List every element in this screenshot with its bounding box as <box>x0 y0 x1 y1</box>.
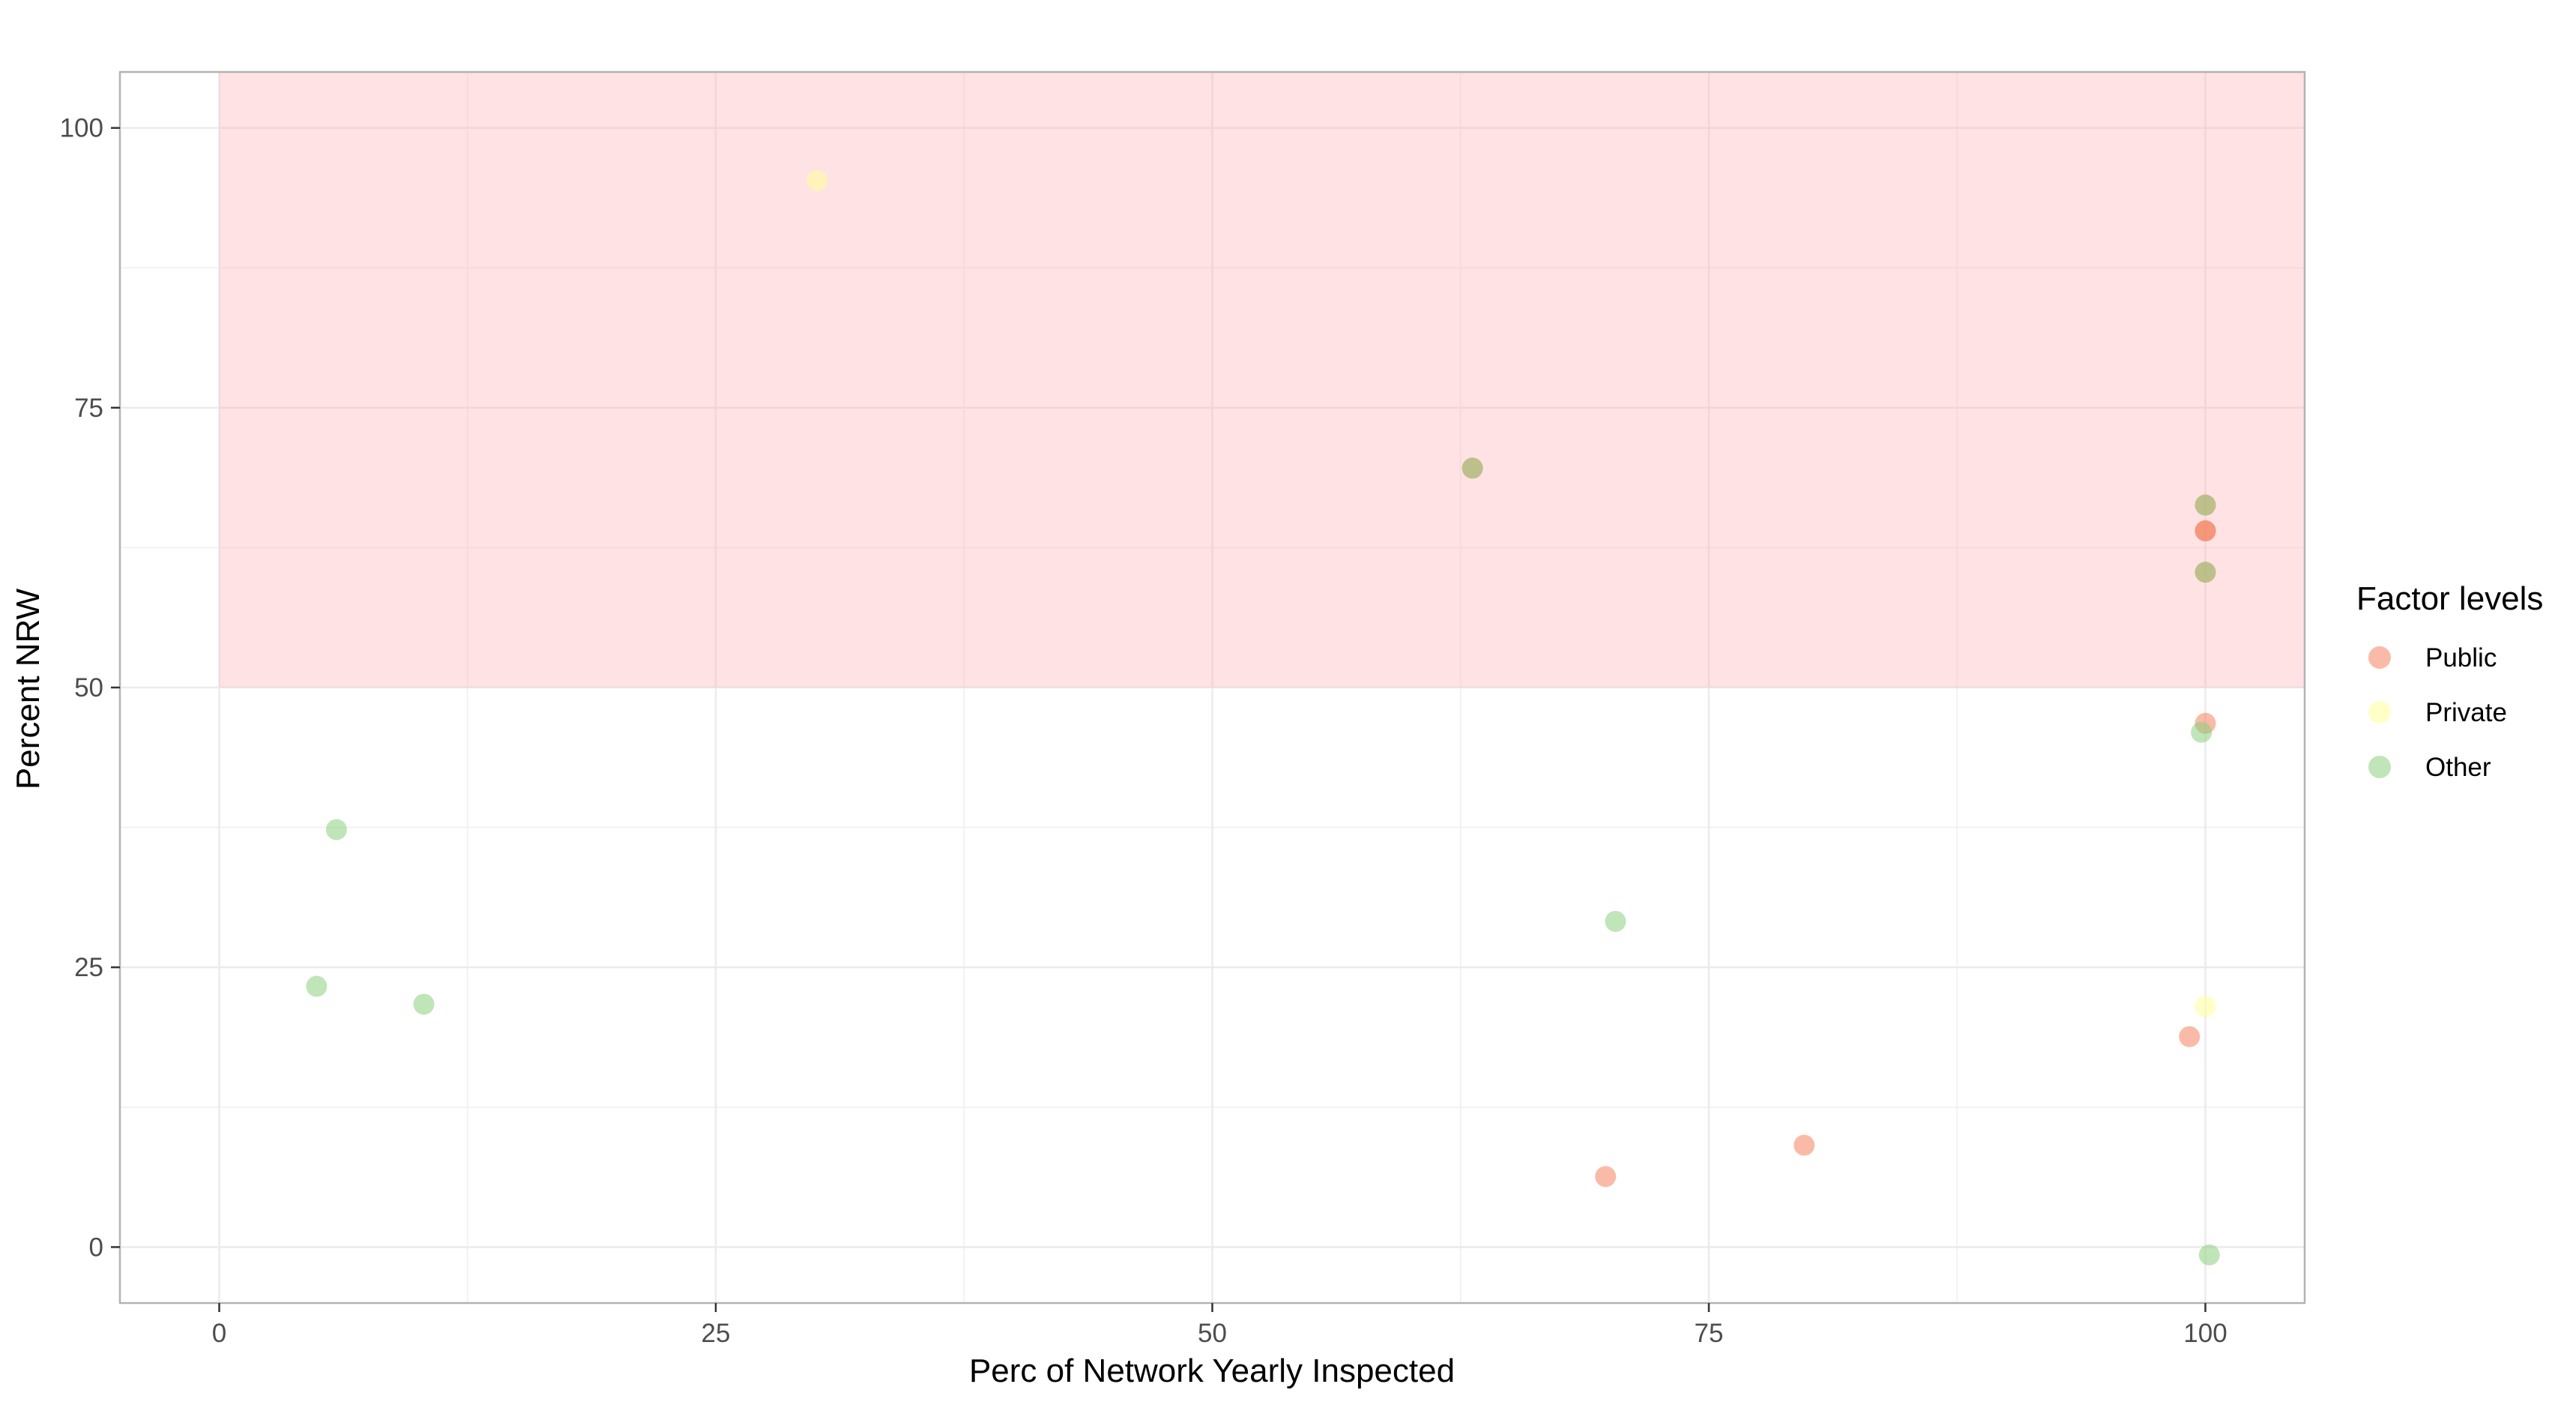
data-point-other <box>413 993 435 1015</box>
data-point-other <box>2195 562 2216 583</box>
data-point-other <box>2198 1244 2220 1266</box>
legend-label-private: Private <box>2425 698 2507 727</box>
data-point-other <box>2195 494 2216 516</box>
data-point-public <box>2179 1026 2201 1047</box>
legend-label-other: Other <box>2425 753 2491 782</box>
data-point-other <box>1605 910 1626 932</box>
data-point-private <box>2195 996 2216 1017</box>
data-point-public <box>1595 1166 1617 1188</box>
data-point-public <box>2195 520 2216 542</box>
x-tick-label: 75 <box>1695 1319 1724 1348</box>
shaded-region <box>219 72 2305 688</box>
grid-lines <box>120 72 2305 1303</box>
series-other <box>306 457 2220 1266</box>
data-point-private <box>806 169 828 191</box>
data-point-other <box>306 975 328 997</box>
data-point-public <box>1794 1134 1815 1156</box>
y-tick-label: 0 <box>89 1233 103 1262</box>
legend-key-public <box>2368 646 2391 669</box>
y-axis-title: Percent NRW <box>10 588 46 789</box>
y-tick-label: 100 <box>60 114 103 143</box>
legend: Factor levels Public Private Other <box>2356 580 2543 782</box>
data-point-other <box>1462 457 1483 479</box>
data-point-other <box>2191 721 2212 743</box>
y-tick-label: 75 <box>74 394 103 423</box>
x-tick-label: 50 <box>1198 1319 1227 1348</box>
x-axis-title: Perc of Network Yearly Inspected <box>969 1353 1455 1389</box>
legend-label-public: Public <box>2425 643 2497 673</box>
data-point-other <box>325 819 347 840</box>
legend-key-private <box>2368 701 2391 723</box>
data-points <box>306 169 2220 1266</box>
x-tick-label: 0 <box>212 1319 226 1348</box>
legend-key-other <box>2368 756 2391 778</box>
series-private <box>806 169 2216 1017</box>
x-tick-label: 100 <box>2183 1319 2227 1348</box>
y-tick-label: 25 <box>74 953 103 982</box>
axes: 0 25 50 75 100 0 25 50 75 100 <box>60 70 2306 1348</box>
y-tick-label: 50 <box>74 673 103 702</box>
x-tick-label: 25 <box>702 1319 731 1348</box>
shaded-threshold-region <box>219 72 2305 688</box>
legend-title: Factor levels <box>2356 580 2543 617</box>
